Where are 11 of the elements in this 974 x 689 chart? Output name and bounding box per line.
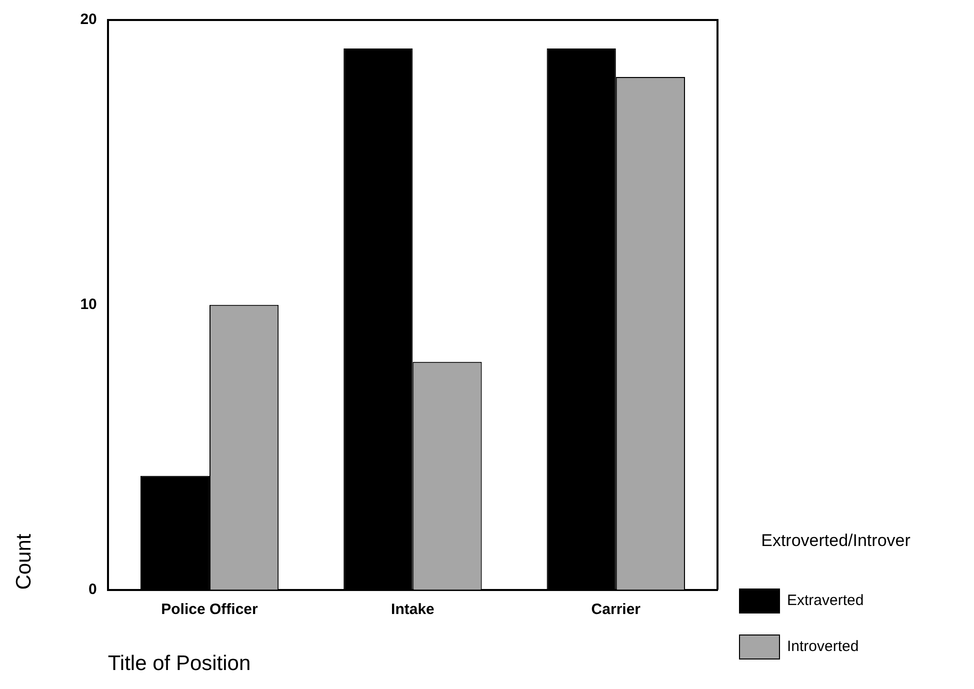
x-axis-title: Title of Position (108, 652, 251, 676)
x-tick-label: Carrier (591, 600, 641, 618)
y-axis-title: Count (12, 534, 36, 590)
y-tick-label: 20 (80, 11, 97, 28)
y-tick-label: 0 (88, 580, 97, 598)
y-tick-label: 10 (80, 296, 97, 314)
legend-label: Introverted (787, 638, 942, 656)
legend-title: Extroverted/Introver (761, 530, 911, 550)
legend-label: Extraverted (787, 592, 948, 610)
x-tick-label: Intake (391, 600, 434, 618)
x-tick-label: Police Officer (161, 600, 258, 618)
